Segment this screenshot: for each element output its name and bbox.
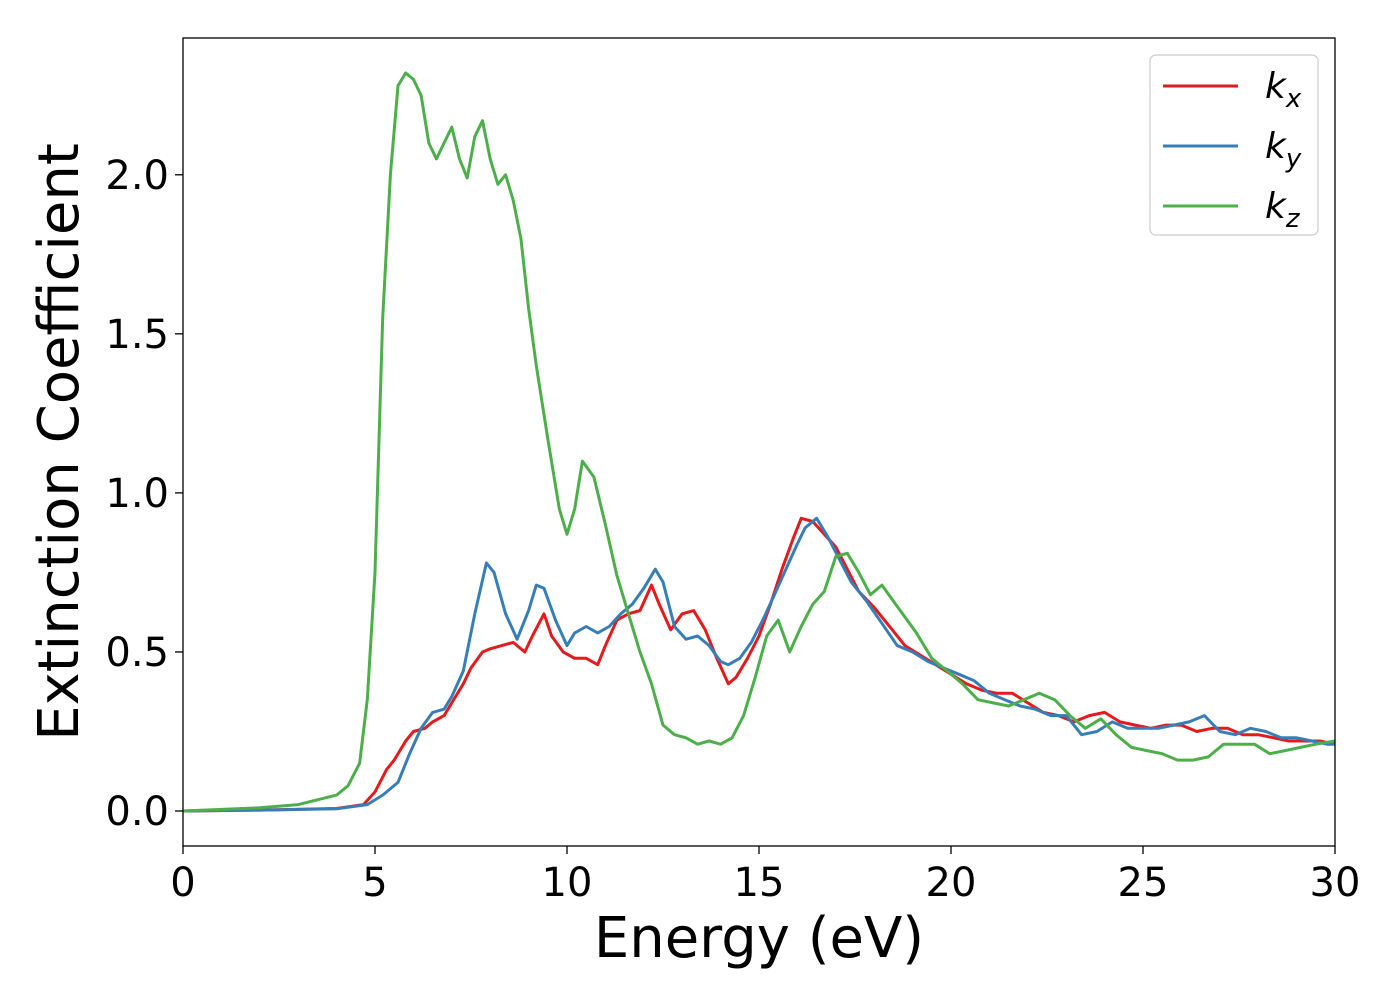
x-tick-label: 5 xyxy=(362,860,387,906)
x-tick-label: 30 xyxy=(1310,860,1361,906)
y-tick-label: 0.0 xyxy=(105,789,169,835)
x-tick-label: 20 xyxy=(926,860,977,906)
x-tick-label: 25 xyxy=(1118,860,1169,906)
x-tick-label: 10 xyxy=(542,860,593,906)
y-axis-label: Extinction Coefficient xyxy=(27,143,92,741)
y-tick-label: 1.5 xyxy=(105,312,169,358)
legend-label-ky: ky xyxy=(1265,126,1302,174)
y-tick-label: 1.0 xyxy=(105,471,169,517)
x-tick-label: 15 xyxy=(734,860,785,906)
series-line-kz xyxy=(183,71,1335,813)
x-axis-label: Energy (eV) xyxy=(594,906,924,971)
legend-subscript: y xyxy=(1285,144,1302,174)
y-axis: 0.0 0.5 1.0 1.5 2.0 xyxy=(105,153,183,835)
legend-label-kx: kx xyxy=(1265,66,1302,114)
series-line-ky xyxy=(183,516,1335,813)
x-axis: 0 5 10 15 20 25 30 xyxy=(170,846,1360,906)
x-tick-label: 0 xyxy=(170,860,195,906)
y-tick-label: 2.0 xyxy=(105,153,169,199)
y-tick-label: 0.5 xyxy=(105,630,169,676)
legend-subscript: x xyxy=(1285,84,1302,114)
series-line-kx xyxy=(183,516,1335,813)
legend-subscript: z xyxy=(1285,204,1301,234)
